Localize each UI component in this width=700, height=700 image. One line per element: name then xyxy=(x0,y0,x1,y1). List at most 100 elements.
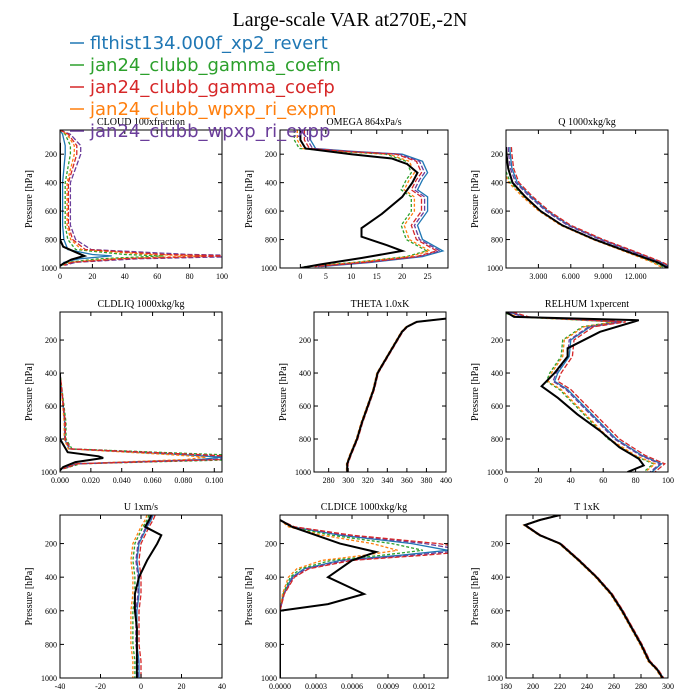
control-line xyxy=(280,519,380,678)
legend-item-2: jan24_clubb_gamma_coefm xyxy=(70,55,341,76)
control-line xyxy=(60,142,88,267)
series-line-4 xyxy=(280,519,398,678)
x-tick-label: 0.0003 xyxy=(305,682,327,691)
control-line xyxy=(60,373,104,472)
x-tick-label: 0.0006 xyxy=(341,682,363,691)
x-tick-label: 5 xyxy=(324,272,328,281)
legend-item-1: flthist134.000f_xp2_revert xyxy=(70,33,328,54)
y-axis-label: Pressure [hPa] xyxy=(244,170,255,228)
x-tick-label: 0.060 xyxy=(144,476,162,485)
y-axis-label: Pressure [hPa] xyxy=(24,170,35,228)
panel-1: CLOUD 100xfraction 0 20 40 60 80 100 200 400 600 8… xyxy=(24,117,228,281)
x-tick-label: 20 xyxy=(534,476,542,485)
y-tick-label: 400 xyxy=(265,573,277,582)
series-line-4 xyxy=(60,130,203,266)
y-tick-label: 400 xyxy=(45,179,57,188)
series-line-5 xyxy=(523,515,664,678)
y-tick-label: 800 xyxy=(45,435,57,444)
x-tick-label: 100 xyxy=(216,272,228,281)
series-line-3 xyxy=(138,515,156,678)
panel-4: CLDLIQ 1000xkg/kg 0.000 0.020 0.040 0.060 0.0… xyxy=(24,299,223,485)
legend-item-4: jan24_clubb_wpxp_ri_expm xyxy=(70,99,337,120)
panel-lines xyxy=(345,317,446,472)
y-tick-label: 600 xyxy=(491,402,503,411)
x-tick-label: 220 xyxy=(554,682,566,691)
control-line xyxy=(299,130,419,268)
x-tick-label: 0.0009 xyxy=(377,682,399,691)
y-tick-label: 400 xyxy=(299,369,311,378)
y-tick-label: 800 xyxy=(491,640,503,649)
y-axis-label: Pressure [hPa] xyxy=(24,363,35,421)
x-tick-label: 300 xyxy=(342,476,354,485)
panel-6: RELHUM 1xpercent 0 20 40 60 80 100 200 400 600 800… xyxy=(470,299,674,485)
y-tick-label: 1000 xyxy=(41,674,57,683)
y-tick-label: 200 xyxy=(491,336,503,345)
y-tick-label: 600 xyxy=(45,207,57,216)
panel-8: CLDICE 1000xkg/kg 0.0000 0.0003 0.0006 0.000… xyxy=(244,502,449,691)
series-line-1 xyxy=(136,515,154,678)
panel-title: T 1xK xyxy=(574,502,600,513)
panel-9: T 1xK 180 200 220 240 260 280 300 200 400 600 800 10… xyxy=(470,502,674,691)
panel-lines xyxy=(60,130,222,267)
panel-frame xyxy=(59,129,223,269)
y-tick-label: 400 xyxy=(45,573,57,582)
panel-lines xyxy=(130,515,163,678)
series-line-4 xyxy=(60,372,206,470)
y-tick-label: 400 xyxy=(491,369,503,378)
series-line-1 xyxy=(280,519,448,678)
x-tick-label: 400 xyxy=(440,476,452,485)
x-tick-label: 0 xyxy=(139,682,143,691)
x-tick-label: 180 xyxy=(500,682,512,691)
y-tick-label: 600 xyxy=(299,402,311,411)
series-line-2 xyxy=(506,169,666,268)
y-axis-label: Pressure [hPa] xyxy=(470,567,481,625)
x-tick-label: 9.000 xyxy=(594,272,612,281)
x-tick-label: 40 xyxy=(218,682,226,691)
series-line-3 xyxy=(60,372,222,470)
panel-title: CLDLIQ 1000xkg/kg xyxy=(98,299,185,310)
x-tick-label: 15 xyxy=(373,272,381,281)
legend-label: jan24_clubb_gamma_coefm xyxy=(89,55,341,76)
x-tick-label: 280 xyxy=(323,476,335,485)
x-tick-label: 60 xyxy=(599,476,607,485)
y-tick-label: 1000 xyxy=(487,264,503,273)
x-tick-label: 260 xyxy=(608,682,620,691)
panel-lines xyxy=(522,515,665,678)
y-tick-label: 1000 xyxy=(295,468,311,477)
y-axis-label: Pressure [hPa] xyxy=(24,567,35,625)
y-tick-label: 800 xyxy=(299,435,311,444)
y-tick-label: 600 xyxy=(491,207,503,216)
x-tick-label: 25 xyxy=(424,272,432,281)
series-line-3 xyxy=(347,318,446,472)
y-tick-label: 800 xyxy=(491,236,503,245)
panel-lines xyxy=(280,519,448,678)
series-line-4 xyxy=(506,312,657,472)
panel-title: THETA 1.0xK xyxy=(351,299,410,310)
x-tick-label: -20 xyxy=(95,682,106,691)
y-axis-label: Pressure [hPa] xyxy=(470,363,481,421)
y-tick-label: 800 xyxy=(265,640,277,649)
series-line-2 xyxy=(60,130,164,266)
y-tick-label: 800 xyxy=(491,435,503,444)
x-tick-label: 40 xyxy=(121,272,129,281)
y-tick-label: 800 xyxy=(265,236,277,245)
panel-title: CLDICE 1000xkg/kg xyxy=(321,502,407,513)
control-line xyxy=(133,515,163,678)
y-tick-label: 1000 xyxy=(261,264,277,273)
x-tick-label: 0 xyxy=(298,272,302,281)
series-line-2 xyxy=(293,130,429,268)
x-tick-label: 380 xyxy=(420,476,432,485)
panel-3: Q 1000xkg/kg 3.000 6.000 9.000 12.000 200 400 6… xyxy=(470,117,669,281)
x-tick-label: -40 xyxy=(55,682,66,691)
y-tick-label: 1000 xyxy=(41,264,57,273)
x-tick-label: 240 xyxy=(581,682,593,691)
panel-title: RELHUM 1xpercent xyxy=(545,299,629,310)
x-tick-label: 320 xyxy=(362,476,374,485)
panel-title: OMEGA 864xPa/s xyxy=(326,117,401,128)
series-line-4 xyxy=(296,130,432,268)
control-line xyxy=(506,147,668,268)
y-tick-label: 200 xyxy=(45,540,57,549)
panel-title: U 1xm/s xyxy=(124,502,158,513)
panel-frame xyxy=(313,311,447,473)
